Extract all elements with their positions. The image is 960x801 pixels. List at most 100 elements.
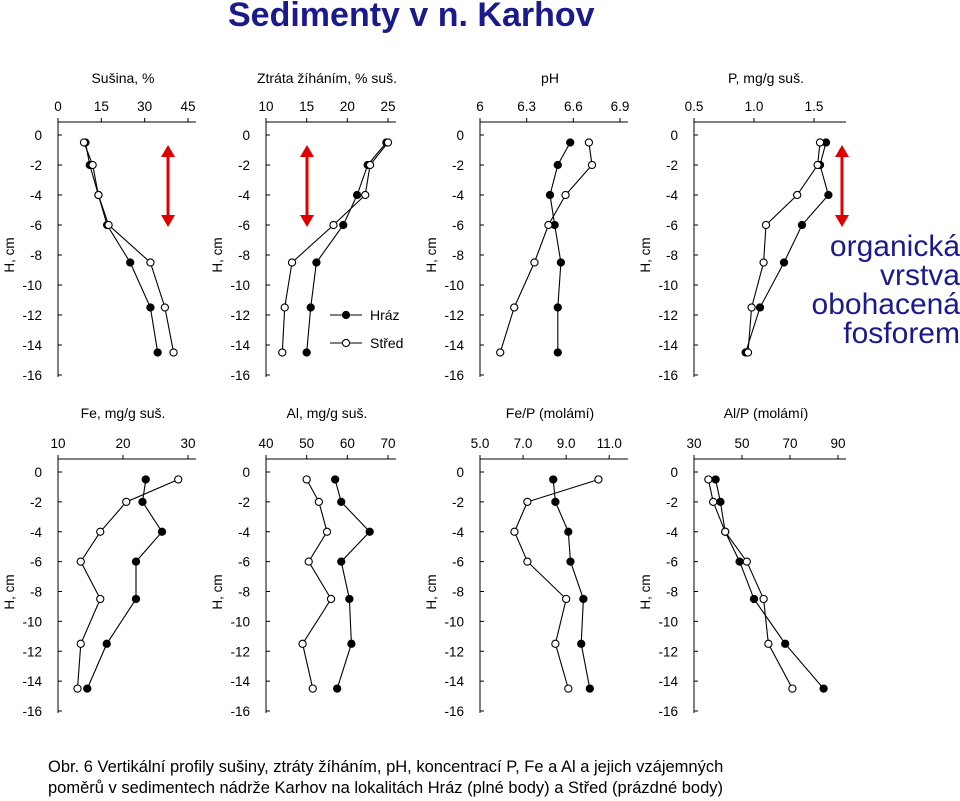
chart-title: pH (541, 70, 559, 86)
data-point-filled (579, 594, 588, 604)
data-point-open (793, 190, 802, 200)
y-tick-label: -16 (658, 704, 678, 719)
annotation-line: obohacená (811, 288, 960, 321)
x-tick-label: 1.5 (805, 99, 824, 114)
data-point-open (96, 527, 105, 536)
y-tick-label: -16 (658, 368, 678, 383)
data-point-filled (157, 527, 167, 536)
data-point-open (365, 160, 375, 170)
series-line (552, 479, 591, 689)
data-point-open (564, 684, 573, 693)
x-tick-label: 15 (94, 99, 109, 114)
data-point-open (174, 475, 183, 484)
data-point-open (747, 303, 756, 312)
annotation-line: vrstva (879, 259, 960, 292)
y-tick-label: -2 (30, 158, 42, 173)
data-point-open (287, 258, 297, 267)
data-point-filled (312, 258, 321, 267)
series-line (302, 479, 332, 689)
data-point-open (94, 190, 103, 200)
data-point-filled (553, 303, 562, 312)
chart-title: Al, mg/g suš. (287, 405, 368, 421)
data-point-open (544, 220, 553, 230)
y-axis-label: H, cm (2, 237, 17, 272)
data-point-open (169, 348, 178, 357)
data-point-open (361, 190, 370, 200)
y-tick-label: -14 (658, 674, 678, 689)
data-point-open (383, 138, 393, 147)
chart-title: Ztráta žíháním, % suš. (257, 70, 397, 86)
y-tick-label: -2 (452, 495, 464, 510)
data-point-open (326, 594, 336, 604)
y-tick-label: -2 (238, 495, 250, 510)
x-tick-label: 30 (137, 99, 152, 114)
chart-title: Fe/P (molámí) (506, 405, 594, 421)
y-tick-label: -6 (238, 555, 250, 570)
series-line (499, 142, 593, 353)
data-point-open (813, 160, 822, 170)
data-point-filled (146, 303, 155, 312)
data-point-filled (545, 190, 555, 200)
data-point-open (815, 138, 825, 147)
data-point-open (79, 138, 89, 147)
y-tick-label: -10 (230, 614, 250, 629)
chart-title: P, mg/g suš. (728, 70, 804, 86)
y-tick-label: -10 (444, 278, 464, 293)
y-tick-label: -16 (444, 368, 464, 383)
y-tick-label: -12 (444, 644, 464, 659)
y-tick-label: 0 (242, 128, 250, 143)
annotation-line: fosforem (843, 317, 960, 350)
x-tick-label: 7.0 (514, 436, 533, 451)
arrow-head-down (161, 215, 175, 227)
y-tick-label: -4 (666, 188, 678, 203)
y-tick-label: -8 (452, 248, 464, 263)
y-tick-label: -16 (444, 704, 464, 719)
data-point-open (304, 557, 313, 566)
data-point-filled (347, 639, 356, 648)
annotation-line: organická (829, 230, 960, 263)
y-tick-label: 0 (34, 128, 42, 143)
chart-panel: Fe, mg/g suš. 10 20 30 0 -2 -4 -6 -8 -10 -12 -14 -16… (2, 405, 196, 719)
data-point-filled (131, 594, 141, 604)
data-point-filled (138, 497, 147, 507)
y-tick-label: -4 (30, 525, 42, 540)
x-tick-label: 6.9 (611, 99, 630, 114)
y-tick-label: -14 (22, 674, 42, 689)
data-point-open (551, 639, 560, 648)
y-tick-label: -2 (452, 158, 464, 173)
data-point-open (561, 190, 570, 200)
x-tick-label: 50 (734, 436, 749, 451)
data-point-open (278, 348, 287, 357)
y-tick-label: -8 (238, 248, 250, 263)
x-tick-label: 20 (340, 99, 355, 114)
y-tick-label: -4 (452, 188, 464, 203)
y-axis-label: H, cm (424, 574, 439, 609)
y-tick-label: -16 (230, 704, 250, 719)
data-point-open (302, 475, 311, 484)
data-point-filled (102, 639, 111, 648)
y-tick-label: -16 (22, 368, 42, 383)
x-tick-label: 0.5 (685, 99, 704, 114)
data-point-filled (553, 348, 562, 357)
y-tick-label: -10 (22, 614, 42, 629)
data-point-filled (549, 475, 558, 484)
y-tick-label: -8 (666, 248, 678, 263)
data-point-open (788, 684, 797, 693)
y-tick-label: -4 (666, 525, 678, 540)
y-tick-label: -10 (658, 278, 678, 293)
data-point-open (743, 348, 753, 357)
data-point-open (298, 639, 307, 648)
data-point-filled (585, 684, 594, 693)
y-tick-label: -4 (452, 525, 464, 540)
y-tick-label: -14 (22, 338, 42, 353)
y-tick-label: -6 (452, 218, 464, 233)
data-point-open (322, 527, 332, 536)
data-point-filled (83, 684, 92, 693)
y-tick-label: -6 (666, 555, 678, 570)
data-point-filled (781, 639, 790, 648)
data-point-filled (345, 594, 354, 604)
chart-panel: P, mg/g suš. 0.5 1.0 1.5 0 -2 -4 -6 -8 -10 -12 -14 -… (638, 70, 849, 383)
data-point-open (329, 220, 338, 230)
data-point-filled (330, 475, 340, 484)
y-tick-label: -6 (30, 555, 42, 570)
